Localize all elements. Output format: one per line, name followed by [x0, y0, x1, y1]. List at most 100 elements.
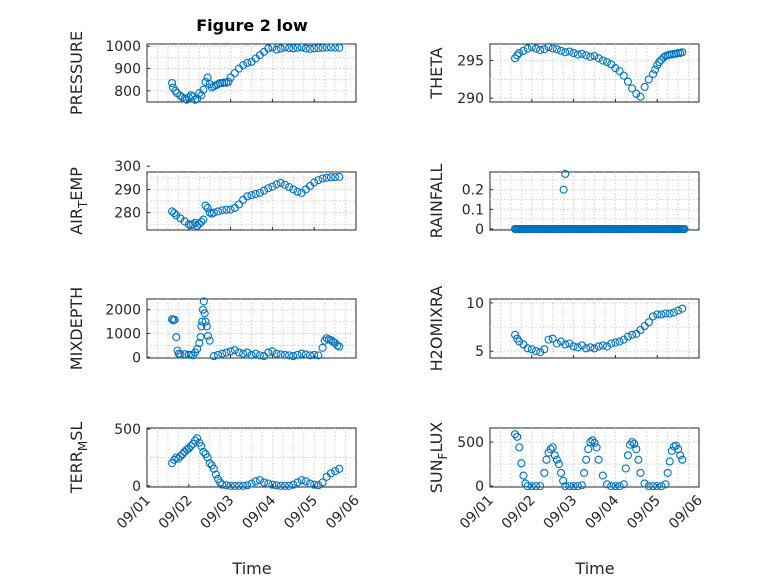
data-point: [214, 350, 223, 359]
data-point: [542, 455, 551, 464]
data-point: [590, 344, 599, 353]
y-tick-label: 500: [114, 422, 141, 438]
data-point: [174, 454, 183, 463]
data-series: [168, 434, 344, 490]
data-point: [272, 481, 281, 490]
subplot-rainfall: 0 0.1 0.2 RAINFALL: [427, 164, 700, 239]
data-point: [186, 442, 195, 451]
data-point: [527, 482, 536, 491]
data-point: [326, 173, 335, 182]
data-point: [264, 44, 273, 53]
data-point: [224, 77, 233, 86]
data-point: [536, 45, 545, 55]
y-tick-label: 1000: [105, 39, 141, 55]
data-point: [171, 86, 180, 95]
data-point: [569, 48, 578, 58]
data-point: [513, 432, 522, 441]
data-point: [297, 349, 306, 358]
data-point: [552, 455, 561, 464]
data-point: [310, 178, 319, 187]
data-point: [523, 344, 532, 353]
data-point: [205, 336, 214, 345]
data-point: [170, 455, 179, 464]
y-axis-label: SUNFLUX: [427, 422, 450, 494]
data-point: [226, 205, 235, 214]
subplot-pressure: 800 900 1000 PRESSURE: [67, 31, 357, 115]
data-point: [648, 312, 658, 321]
data-point: [297, 43, 306, 52]
data-point: [201, 317, 210, 326]
data-point: [598, 471, 607, 480]
data-point: [251, 477, 260, 486]
data-point: [644, 318, 653, 327]
data-point: [310, 480, 319, 489]
data-point: [243, 348, 252, 357]
y-tick-label: 290: [457, 91, 484, 107]
y-tick-label: 5: [475, 344, 484, 360]
data-point: [222, 348, 231, 357]
data-point: [531, 44, 541, 53]
data-point: [198, 317, 207, 326]
data-point: [590, 52, 599, 61]
data-point: [557, 337, 566, 346]
data-point: [255, 476, 264, 485]
data-point: [193, 434, 202, 443]
data-point: [565, 339, 574, 348]
subplot-mixdepth: 0 1000 2000 MIXDEPTH: [67, 287, 357, 370]
data-point: [195, 219, 204, 228]
data-point: [289, 44, 298, 53]
x-tick-label: 09/01: [114, 493, 154, 533]
y-tick-label: 290: [114, 182, 141, 198]
data-point: [314, 176, 323, 185]
data-point: [314, 481, 323, 490]
data-point: [607, 482, 616, 491]
data-point: [180, 350, 189, 359]
data-point: [515, 48, 524, 58]
data-point: [661, 309, 670, 318]
data-point: [628, 330, 637, 339]
data-point: [511, 224, 520, 234]
y-tick-label: 1000: [105, 326, 141, 342]
data-point: [218, 349, 227, 358]
x-tick-label: 09/04: [239, 492, 279, 532]
data-point: [554, 460, 564, 469]
data-point: [644, 75, 653, 84]
data-point: [203, 203, 212, 213]
data-point: [251, 189, 260, 199]
data-point: [301, 44, 310, 53]
data-point: [517, 459, 526, 468]
data-point: [594, 54, 603, 63]
data-point: [573, 482, 582, 491]
data-point: [335, 43, 344, 52]
data-point: [653, 482, 662, 491]
data-point: [665, 309, 674, 318]
data-point: [202, 322, 211, 331]
data-point: [230, 481, 239, 490]
data-point: [268, 347, 277, 356]
data-point: [289, 185, 298, 194]
data-point: [320, 336, 329, 345]
data-point: [199, 85, 208, 94]
data-point: [582, 455, 591, 464]
x-axis-label-left: Time: [231, 559, 271, 578]
data-point: [628, 84, 637, 93]
data-point: [188, 220, 198, 229]
x-tick-label: 09/04: [582, 492, 622, 532]
data-point: [322, 173, 331, 182]
data-point: [632, 445, 641, 454]
data-point: [577, 49, 587, 58]
data-point: [640, 479, 649, 488]
figure-title: Figure 2 low: [196, 16, 308, 35]
data-point: [178, 450, 187, 459]
data-point: [251, 349, 260, 358]
data-point: [280, 43, 289, 52]
data-point: [318, 174, 327, 183]
data-point: [513, 51, 522, 60]
data-point: [243, 192, 252, 201]
y-tick-label: 2000: [105, 303, 141, 319]
data-point: [619, 480, 628, 489]
y-axis-label: RAINFALL: [427, 164, 446, 239]
data-point: [226, 73, 235, 82]
data-point: [523, 44, 532, 53]
data-series: [511, 430, 687, 491]
